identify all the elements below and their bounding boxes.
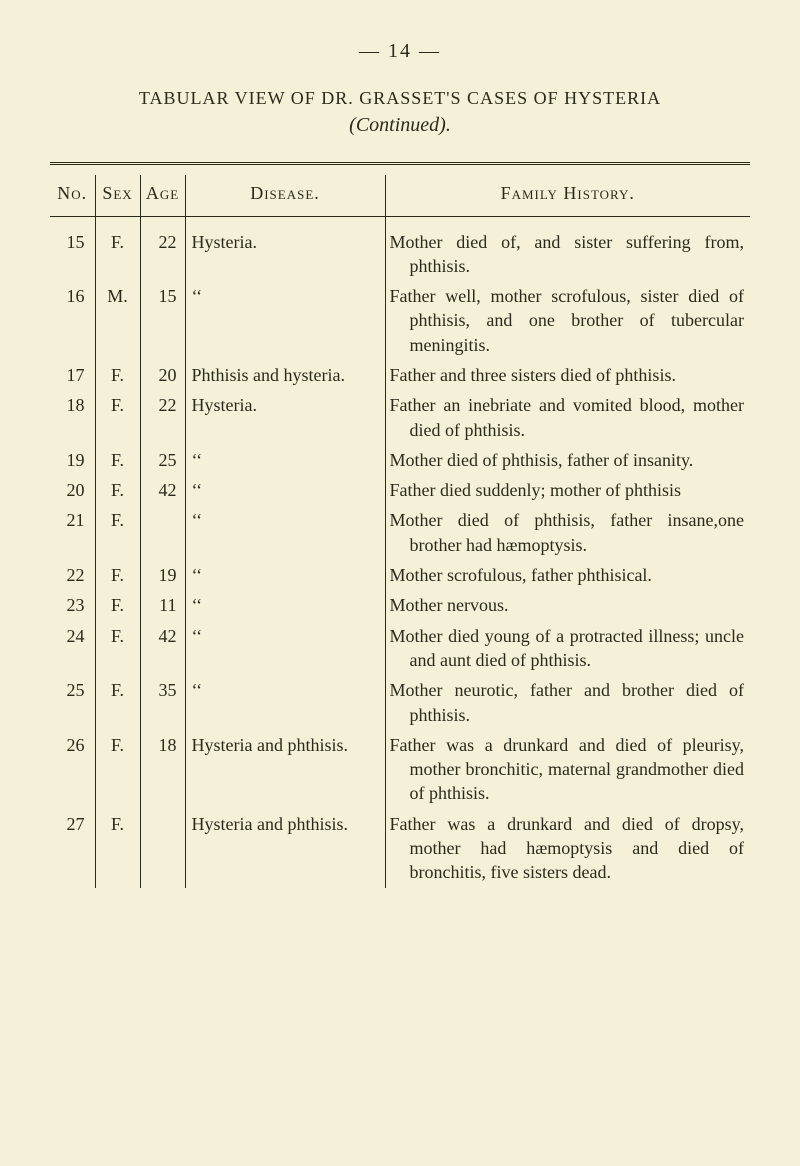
table-row: 15F.22Hysteria.Mother died of, and siste… <box>50 227 750 282</box>
cell-disease: Phthisis and hysteria. <box>185 360 385 390</box>
cell-no: 17 <box>50 360 95 390</box>
table-row: 27F. Hysteria and phthisis.Father was a d… <box>50 809 750 888</box>
cell-disease: Hysteria and phthisis. <box>185 730 385 809</box>
cell-age: 35 <box>140 675 185 730</box>
header-age: Age <box>140 175 185 217</box>
cell-history: Father and three sisters died of phthisi… <box>385 360 750 390</box>
cell-sex: F. <box>95 227 140 282</box>
cell-age: 18 <box>140 730 185 809</box>
cell-disease: ‘‘ <box>185 621 385 676</box>
header-disease: Disease. <box>185 175 385 217</box>
cell-history: Father was a drunkard and died of dropsy… <box>385 809 750 888</box>
cell-sex: F. <box>95 809 140 888</box>
cell-sex: F. <box>95 360 140 390</box>
cell-sex: F. <box>95 590 140 620</box>
table-body: 15F.22Hysteria.Mother died of, and siste… <box>50 217 750 888</box>
cell-history: Mother died young of a protracted illnes… <box>385 621 750 676</box>
cell-no: 16 <box>50 281 95 360</box>
cell-no: 18 <box>50 390 95 445</box>
cell-sex: F. <box>95 505 140 560</box>
cell-no: 20 <box>50 475 95 505</box>
table-row: 21F. ‘‘Mother died of phthisis, father in… <box>50 505 750 560</box>
table-row: 26F.18Hysteria and phthisis.Father was a… <box>50 730 750 809</box>
cell-age: 11 <box>140 590 185 620</box>
cell-no: 21 <box>50 505 95 560</box>
cell-disease: Hysteria. <box>185 227 385 282</box>
cell-disease: Hysteria. <box>185 390 385 445</box>
cell-disease: ‘‘ <box>185 281 385 360</box>
table-row: 22F.19‘‘Mother scrofulous, father phthis… <box>50 560 750 590</box>
cell-disease: ‘‘ <box>185 560 385 590</box>
cell-age: 42 <box>140 621 185 676</box>
cell-age: 22 <box>140 390 185 445</box>
page-subtitle: (Continued). <box>50 114 750 137</box>
cell-no: 22 <box>50 560 95 590</box>
cell-sex: F. <box>95 675 140 730</box>
header-history: Family History. <box>385 175 750 217</box>
cell-disease: ‘‘ <box>185 505 385 560</box>
spacer-row <box>50 217 750 227</box>
table-row: 18F.22Hysteria.Father an inebriate and v… <box>50 390 750 445</box>
cell-age: 25 <box>140 445 185 475</box>
cases-table: No. Sex Age Disease. Family History. 15F… <box>50 175 750 888</box>
cell-history: Mother died of phthisis, father insane,o… <box>385 505 750 560</box>
cell-no: 15 <box>50 227 95 282</box>
cell-no: 23 <box>50 590 95 620</box>
cell-history: Mother nervous. <box>385 590 750 620</box>
header-sex: Sex <box>95 175 140 217</box>
cell-no: 27 <box>50 809 95 888</box>
cell-age: 15 <box>140 281 185 360</box>
table-row: 19F.25‘‘Mother died of phthisis, father … <box>50 445 750 475</box>
cell-sex: F. <box>95 560 140 590</box>
page-number: — 14 — <box>50 40 750 63</box>
cell-age: 22 <box>140 227 185 282</box>
cell-no: 25 <box>50 675 95 730</box>
cell-sex: M. <box>95 281 140 360</box>
table-header-row: No. Sex Age Disease. Family History. <box>50 175 750 217</box>
page-title: TABULAR VIEW OF DR. GRASSET'S CASES OF H… <box>50 88 750 109</box>
cell-history: Mother died of phthisis, father of insan… <box>385 445 750 475</box>
table-row: 17F.20Phthisis and hysteria.Father and t… <box>50 360 750 390</box>
cell-age: 42 <box>140 475 185 505</box>
cell-history: Father was a drunkard and died of pleuri… <box>385 730 750 809</box>
cell-history: Mother died of, and sister suffering fro… <box>385 227 750 282</box>
table-row: 24F.42‘‘Mother died young of a protracte… <box>50 621 750 676</box>
cell-age: 20 <box>140 360 185 390</box>
cell-disease: ‘‘ <box>185 445 385 475</box>
cell-history: Mother neurotic, father and brother died… <box>385 675 750 730</box>
cell-age <box>140 809 185 888</box>
cell-no: 26 <box>50 730 95 809</box>
cell-sex: F. <box>95 390 140 445</box>
table-row: 25F.35‘‘Mother neurotic, father and brot… <box>50 675 750 730</box>
table-row: 20F.42‘‘Father died suddenly; mother of … <box>50 475 750 505</box>
cell-history: Father an inebriate and vomited blood, m… <box>385 390 750 445</box>
cell-disease: ‘‘ <box>185 590 385 620</box>
cell-no: 24 <box>50 621 95 676</box>
double-rule <box>50 162 750 165</box>
table-row: 23F.11‘‘Mother nervous. <box>50 590 750 620</box>
cell-disease: ‘‘ <box>185 675 385 730</box>
cell-age <box>140 505 185 560</box>
cell-sex: F. <box>95 730 140 809</box>
cell-sex: F. <box>95 621 140 676</box>
cell-disease: Hysteria and phthisis. <box>185 809 385 888</box>
cell-history: Father died suddenly; mother of phthisis <box>385 475 750 505</box>
cell-history: Father well, mother scrofulous, sister d… <box>385 281 750 360</box>
cell-disease: ‘‘ <box>185 475 385 505</box>
cell-no: 19 <box>50 445 95 475</box>
cell-history: Mother scrofulous, father phthisical. <box>385 560 750 590</box>
cell-sex: F. <box>95 475 140 505</box>
header-no: No. <box>50 175 95 217</box>
table-row: 16M.15‘‘Father well, mother scrofulous, … <box>50 281 750 360</box>
cell-sex: F. <box>95 445 140 475</box>
cell-age: 19 <box>140 560 185 590</box>
